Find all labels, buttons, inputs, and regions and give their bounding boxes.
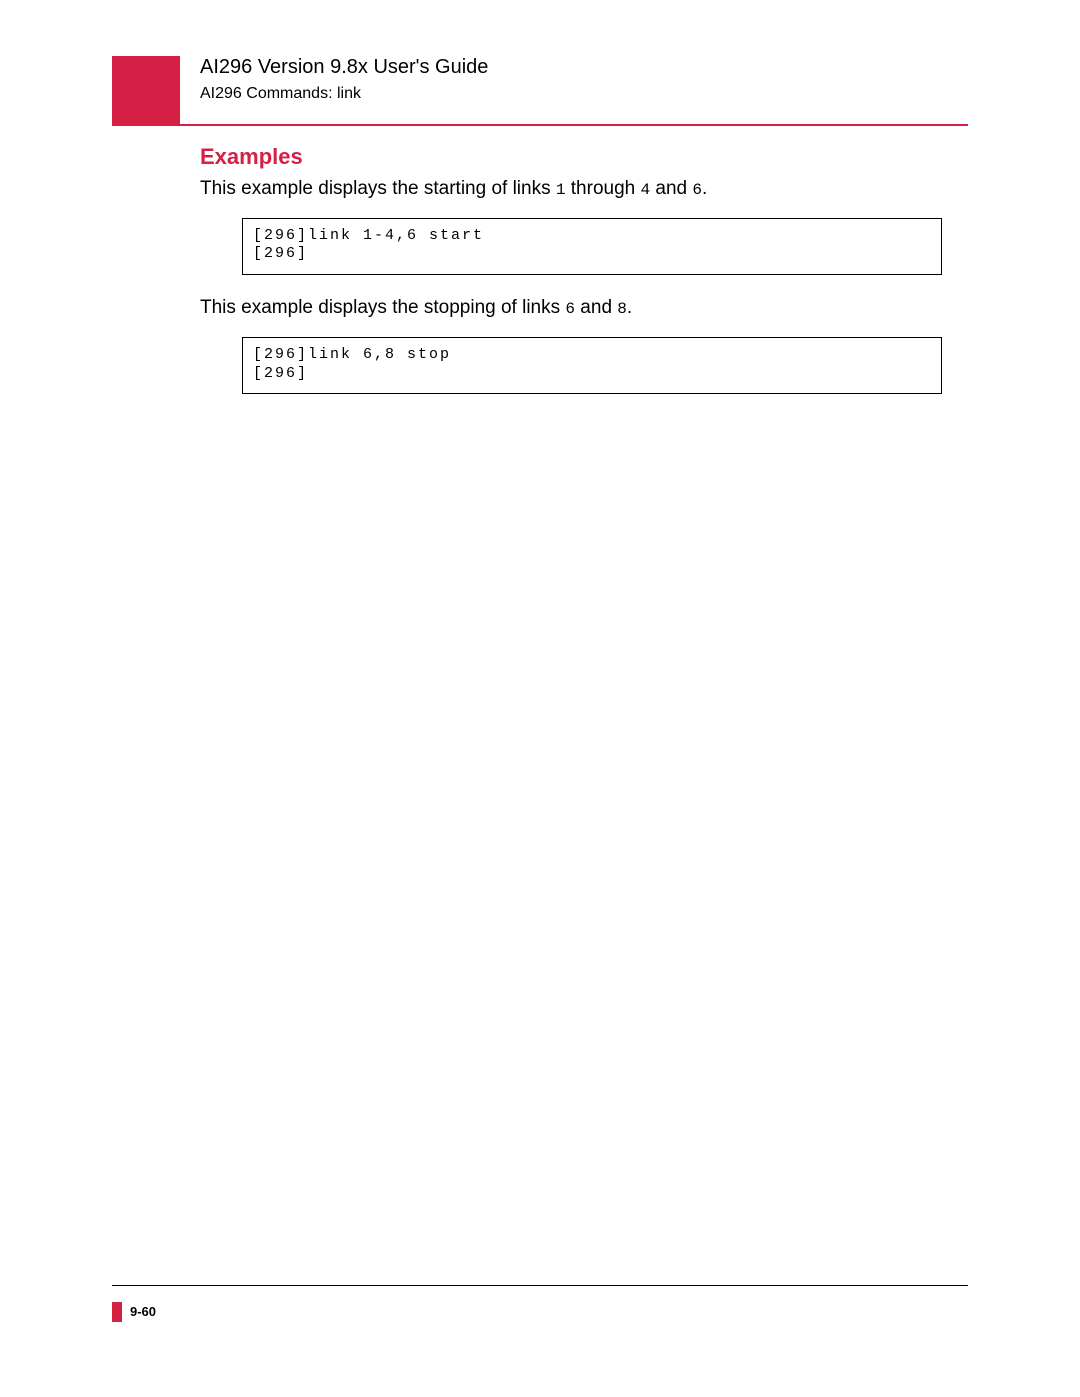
example2-code: [296]link 6,8 stop [296] [242, 337, 942, 395]
inline-code: 6 [565, 300, 575, 318]
inline-code: 6 [692, 181, 702, 199]
header-rule [112, 124, 968, 126]
text-fragment: . [627, 297, 632, 318]
footer-accent-tab [112, 1302, 122, 1322]
text-fragment: This example displays the starting of li… [200, 178, 556, 199]
inline-code: 4 [641, 181, 651, 199]
doc-subtitle: AI296 Commands: link [200, 85, 968, 103]
inline-code: 1 [556, 181, 566, 199]
text-fragment: This example displays the stopping of li… [200, 297, 565, 318]
doc-title: AI296 Version 9.8x User's Guide [200, 56, 968, 79]
text-fragment: and [650, 178, 692, 199]
inline-code: 8 [617, 300, 627, 318]
footer-rule [112, 1285, 968, 1286]
page-number: 9-60 [130, 1304, 156, 1319]
text-fragment: through [566, 178, 641, 199]
example1-description: This example displays the starting of li… [200, 176, 968, 202]
example1-code: [296]link 1-4,6 start [296] [242, 218, 942, 276]
page-content: Examples This example displays the start… [200, 144, 968, 414]
page-header: AI296 Version 9.8x User's Guide AI296 Co… [200, 56, 968, 103]
text-fragment: . [702, 178, 707, 199]
examples-heading: Examples [200, 144, 968, 170]
example2-description: This example displays the stopping of li… [200, 295, 968, 321]
text-fragment: and [575, 297, 617, 318]
header-accent-square [112, 56, 180, 124]
